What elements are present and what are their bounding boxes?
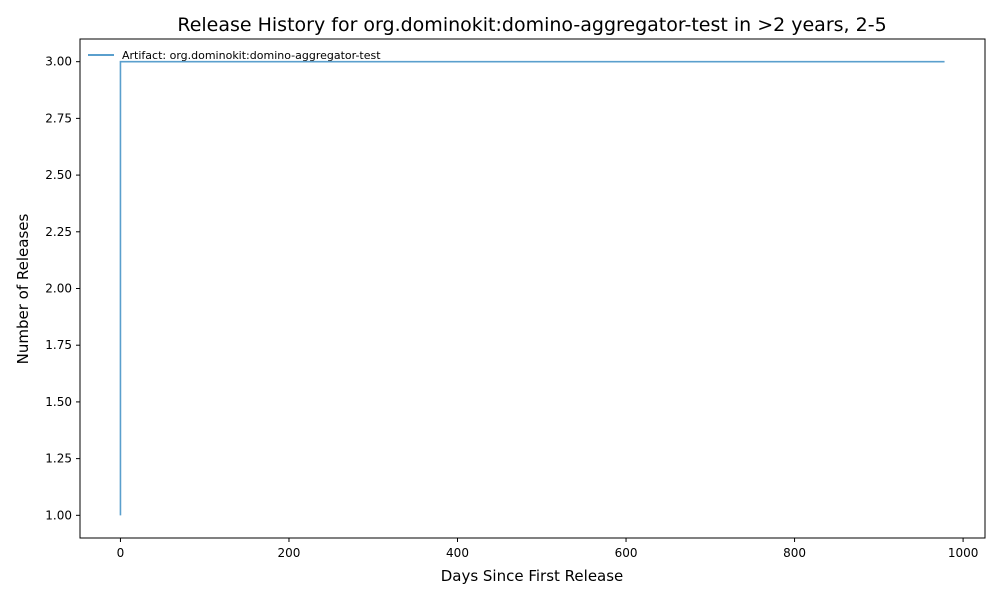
legend: Artifact: org.dominokit:domino-aggregato…: [88, 49, 381, 62]
legend-label: Artifact: org.dominokit:domino-aggregato…: [122, 49, 381, 62]
x-tick-label: 400: [446, 546, 469, 560]
y-tick-label: 2.50: [45, 168, 72, 182]
y-tick-label: 1.75: [45, 338, 72, 352]
y-axis-label: Number of Releases: [14, 213, 32, 364]
x-axis: 0 200 400 600 800 1000: [117, 538, 979, 560]
y-tick-label: 1.00: [45, 508, 72, 522]
y-tick-label: 2.00: [45, 282, 72, 296]
series-layer: [119, 60, 945, 516]
x-tick-label: 600: [615, 546, 638, 560]
x-tick-label: 200: [278, 546, 301, 560]
y-tick-label: 1.25: [45, 452, 72, 466]
x-tick-label: 1000: [948, 546, 979, 560]
series-line-0: [119, 60, 945, 516]
x-tick-label: 0: [117, 546, 125, 560]
y-axis: 1.00 1.25 1.50 1.75 2.00 2.25 2.50 2.75 3.00: [45, 55, 80, 522]
y-tick-label: 2.75: [45, 111, 72, 125]
y-tick-label: 1.50: [45, 395, 72, 409]
y-tick-label: 2.25: [45, 225, 72, 239]
plot-frame: [79, 38, 986, 539]
chart-title: Release History for org.dominokit:domino…: [177, 14, 886, 36]
x-tick-label: 800: [783, 546, 806, 560]
y-tick-label: 3.00: [45, 55, 72, 69]
x-axis-label: Days Since First Release: [441, 567, 624, 585]
